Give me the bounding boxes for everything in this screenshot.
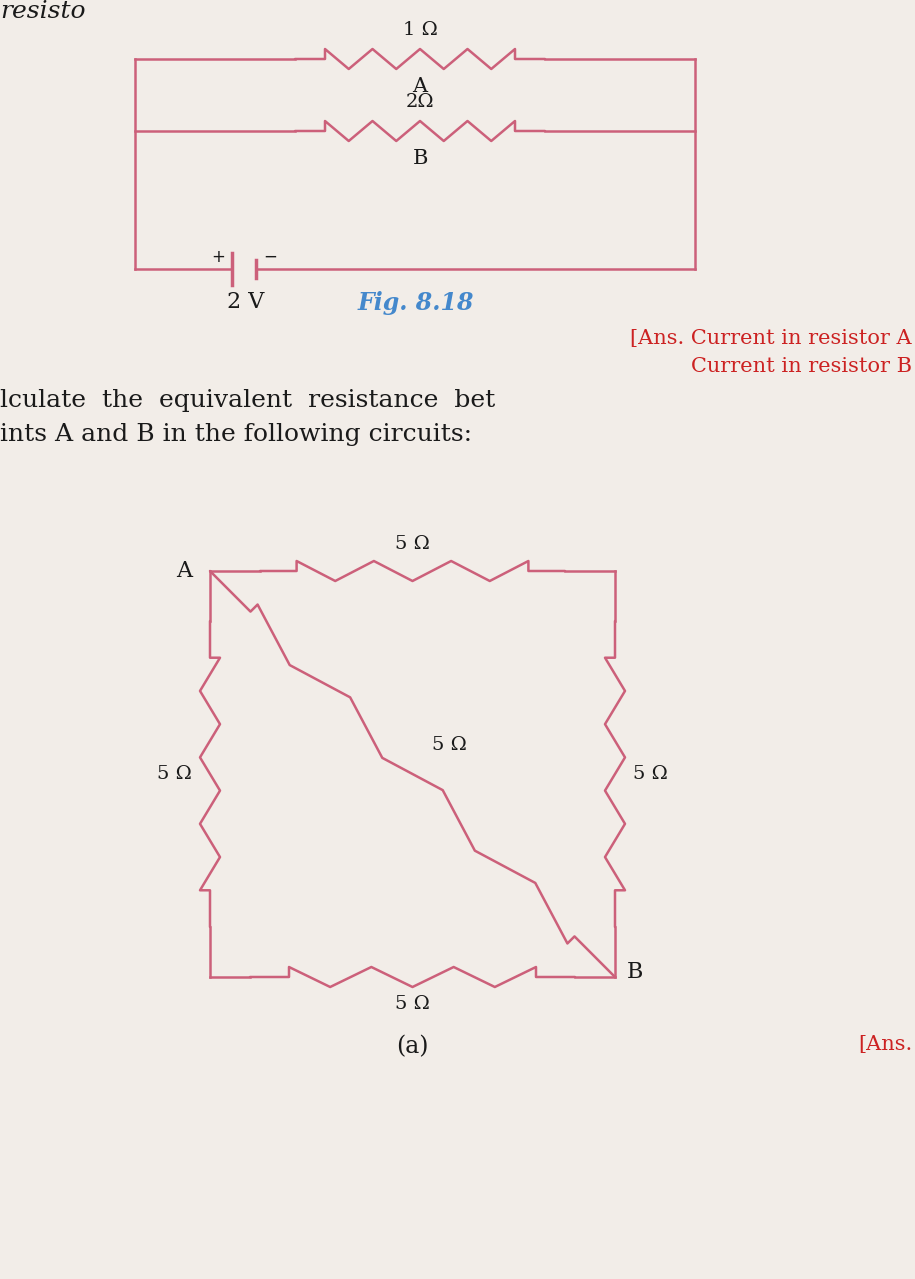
Text: B: B (413, 148, 427, 168)
Text: 5 Ω: 5 Ω (433, 735, 468, 755)
Text: 2Ω: 2Ω (405, 93, 435, 111)
Text: 2 V: 2 V (227, 292, 264, 313)
Text: [Ans.: [Ans. (857, 1035, 912, 1054)
Text: [Ans. Current in resistor A: [Ans. Current in resistor A (630, 329, 912, 348)
Text: B: B (627, 961, 643, 984)
Text: −: − (264, 248, 277, 266)
Text: Fig. 8.18: Fig. 8.18 (358, 292, 475, 315)
Text: 5 Ω: 5 Ω (157, 765, 192, 783)
Text: 5 Ω: 5 Ω (395, 995, 430, 1013)
Text: 5 Ω: 5 Ω (633, 765, 668, 783)
Text: resisto: resisto (0, 0, 85, 23)
Text: (a): (a) (396, 1035, 429, 1058)
Text: A: A (413, 77, 427, 96)
Text: A: A (176, 560, 192, 582)
Text: 1 Ω: 1 Ω (403, 20, 437, 38)
Text: +: + (211, 248, 225, 266)
Text: 5 Ω: 5 Ω (395, 535, 430, 553)
Text: ints A and B in the following circuits:: ints A and B in the following circuits: (0, 423, 472, 446)
Text: lculate  the  equivalent  resistance  bet: lculate the equivalent resistance bet (0, 389, 495, 412)
Text: Current in resistor B: Current in resistor B (691, 357, 912, 376)
